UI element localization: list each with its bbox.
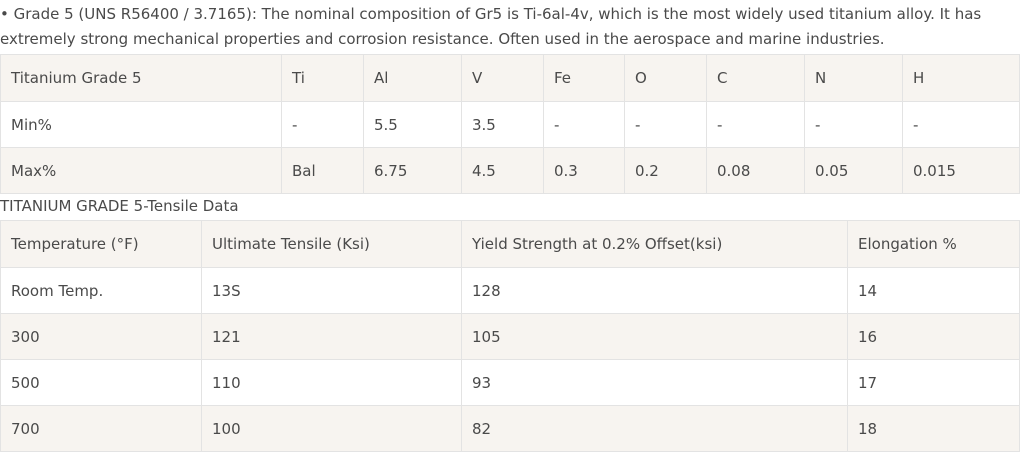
table-cell: 17 <box>847 359 1020 406</box>
header-cell: H <box>902 54 1020 102</box>
table-cell: 93 <box>461 359 848 406</box>
table-cell: - <box>804 101 903 148</box>
table-cell: 6.75 <box>363 147 462 194</box>
header-cell: Elongation % <box>847 220 1020 268</box>
header-cell: Temperature (°F) <box>0 220 202 268</box>
composition-table: Titanium Grade 5 Ti Al V Fe O C N H Min%… <box>0 54 1020 194</box>
table-cell: 0.015 <box>902 147 1020 194</box>
tensile-section-title: TITANIUM GRADE 5-Tensile Data <box>0 197 239 215</box>
table-cell: 121 <box>201 313 462 360</box>
table-cell: 128 <box>461 267 848 314</box>
header-cell: C <box>706 54 805 102</box>
table-cell: 0.08 <box>706 147 805 194</box>
header-cell: Ti <box>281 54 364 102</box>
table-cell: - <box>902 101 1020 148</box>
table-cell: 16 <box>847 313 1020 360</box>
table-row: 300 121 105 16 <box>0 313 1020 360</box>
header-cell: Titanium Grade 5 <box>0 54 282 102</box>
header-cell: Fe <box>543 54 625 102</box>
header-cell: Yield Strength at 0.2% Offset(ksi) <box>461 220 848 268</box>
table-cell: 110 <box>201 359 462 406</box>
table-cell: 0.3 <box>543 147 625 194</box>
table-cell: 14 <box>847 267 1020 314</box>
table-cell: Max% <box>0 147 282 194</box>
table-cell: - <box>281 101 364 148</box>
table-row: Max% Bal 6.75 4.5 0.3 0.2 0.08 0.05 0.01… <box>0 147 1020 194</box>
table-row: 700 100 82 18 <box>0 405 1020 452</box>
table-cell: 700 <box>0 405 202 452</box>
table-cell: 0.2 <box>624 147 707 194</box>
table-header-row: Titanium Grade 5 Ti Al V Fe O C N H <box>0 54 1020 102</box>
table-cell: - <box>624 101 707 148</box>
table-cell: Min% <box>0 101 282 148</box>
intro-paragraph: • Grade 5 (UNS R56400 / 3.7165): The nom… <box>0 5 982 48</box>
header-cell: O <box>624 54 707 102</box>
table-cell: Bal <box>281 147 364 194</box>
table-cell: 100 <box>201 405 462 452</box>
header-cell: N <box>804 54 903 102</box>
table-cell: 3.5 <box>461 101 544 148</box>
tensile-table: Temperature (°F) Ultimate Tensile (Ksi) … <box>0 220 1020 452</box>
table-cell: 105 <box>461 313 848 360</box>
table-cell: 82 <box>461 405 848 452</box>
table-cell: 5.5 <box>363 101 462 148</box>
table-row: Room Temp. 13S 128 14 <box>0 267 1020 314</box>
header-cell: Ultimate Tensile (Ksi) <box>201 220 462 268</box>
table-row: Min% - 5.5 3.5 - - - - - <box>0 101 1020 148</box>
table-cell: 0.05 <box>804 147 903 194</box>
header-cell: Al <box>363 54 462 102</box>
table-cell: 500 <box>0 359 202 406</box>
table-row: 500 110 93 17 <box>0 359 1020 406</box>
table-cell: 13S <box>201 267 462 314</box>
table-cell: 300 <box>0 313 202 360</box>
table-cell: Room Temp. <box>0 267 202 314</box>
table-header-row: Temperature (°F) Ultimate Tensile (Ksi) … <box>0 220 1020 268</box>
table-cell: 18 <box>847 405 1020 452</box>
table-cell: - <box>543 101 625 148</box>
header-cell: V <box>461 54 544 102</box>
table-cell: 4.5 <box>461 147 544 194</box>
table-cell: - <box>706 101 805 148</box>
